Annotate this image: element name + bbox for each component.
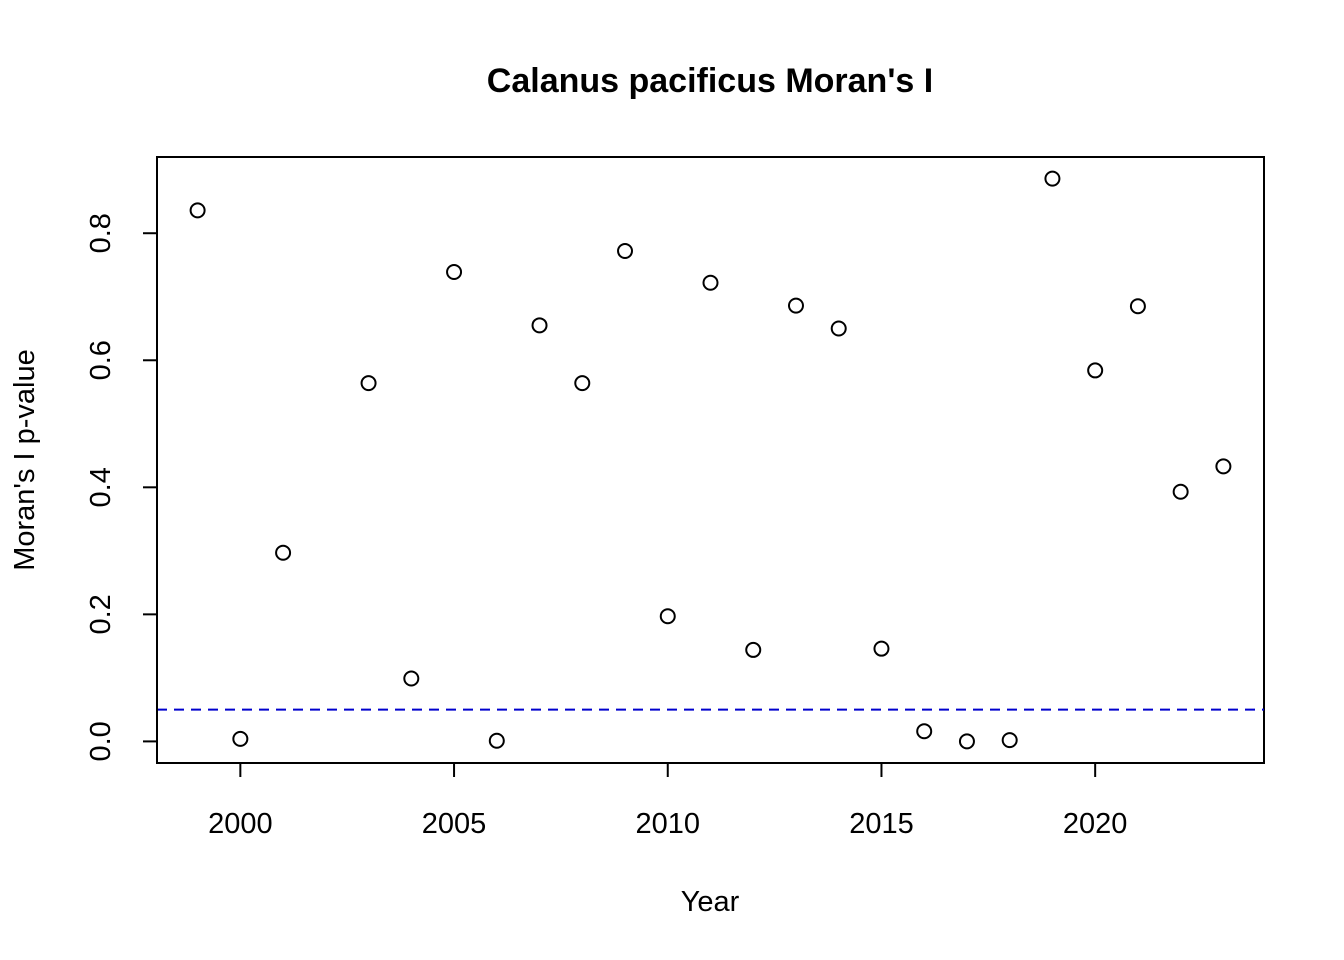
data-point (916, 723, 933, 740)
x-axis: 2000 2005 2010 2015 2020 (208, 762, 1128, 840)
x-tick-label: 2015 (849, 808, 914, 840)
data-point (958, 733, 975, 750)
data-point (1172, 483, 1189, 500)
data-point (745, 641, 762, 658)
data-point (1087, 362, 1104, 379)
data-point (1001, 732, 1018, 749)
y-tick-label: 0.4 (85, 467, 117, 507)
data-point (488, 732, 505, 749)
y-axis: 0.0 0.2 0.4 0.6 0.8 (85, 213, 158, 762)
data-point (403, 670, 420, 687)
x-axis-label: Year (681, 886, 740, 918)
data-point (531, 317, 548, 334)
data-point (1129, 298, 1146, 315)
data-point (1215, 458, 1232, 475)
data-point (659, 608, 676, 625)
data-point (702, 274, 719, 291)
data-point (830, 320, 847, 337)
data-point (1044, 170, 1061, 187)
data-point (617, 243, 634, 260)
y-tick-label: 0.2 (85, 594, 117, 634)
y-tick-label: 0.6 (85, 340, 117, 380)
plot-area-box (156, 156, 1265, 764)
y-tick-label: 0.0 (85, 721, 117, 761)
chart-title: Calanus pacificus Moran's I (487, 62, 933, 100)
data-point (275, 544, 292, 561)
data-point (574, 375, 591, 392)
data-point (189, 202, 206, 219)
data-point (787, 297, 804, 314)
x-tick-label: 2010 (636, 808, 701, 840)
x-tick-label: 2005 (422, 808, 487, 840)
x-tick-label: 2020 (1063, 808, 1128, 840)
data-point (446, 263, 463, 280)
y-axis-label: Moran's I p-value (9, 349, 41, 571)
data-points (189, 170, 1232, 750)
x-tick-label: 2000 (208, 808, 273, 840)
data-point (360, 375, 377, 392)
data-point (873, 640, 890, 657)
data-point (232, 730, 249, 747)
y-tick-label: 0.8 (85, 213, 117, 253)
